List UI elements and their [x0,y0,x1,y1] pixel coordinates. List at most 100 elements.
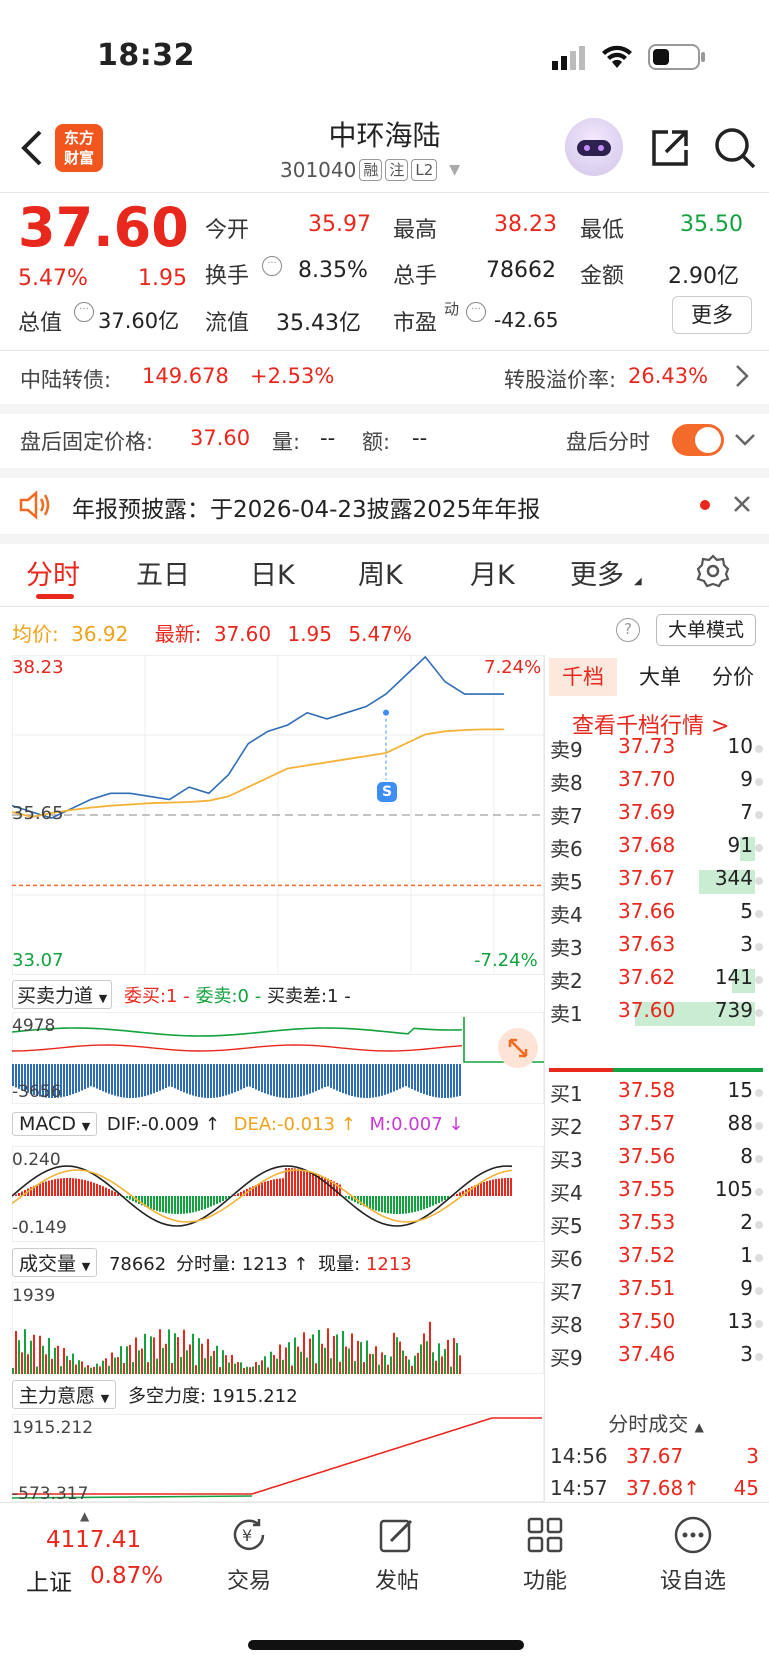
convertible-bond-row[interactable]: 中陆转债: 149.678 +2.53% 转股溢价率: 26.43% [0,350,769,404]
tab-weekly-k[interactable]: 周K [358,560,403,591]
afterhours-row: 盘后固定价格: 37.60 量: -- 额: -- 盘后分时 [0,414,769,468]
ask-row[interactable]: 卖9 37.73 10 [548,734,763,767]
tab-daily-k[interactable]: 日K [250,560,295,591]
bid-row[interactable]: 买2 37.57 88 [548,1111,763,1144]
more-button[interactable]: 更多 [672,296,752,334]
macd-dropdown[interactable]: MACD ▼ [12,1112,98,1136]
macd-bar [423,1196,425,1210]
tab-monthly-k[interactable]: 月K [470,560,515,591]
volume-bar [207,1339,209,1374]
status-dot [755,1287,763,1295]
macd-bar [183,1196,185,1214]
bid-row[interactable]: 买6 37.52 1 [548,1243,763,1276]
info-icon[interactable]: ··· [466,302,486,322]
force-bar [24,1064,26,1092]
level-label: 卖2 [550,969,583,993]
force-bar [399,1064,401,1089]
macd-bar [177,1196,179,1214]
bid-row[interactable]: 买7 37.51 9 [548,1276,763,1309]
notice-text: 年报预披露：于2026-04-23披露2025年年报 [72,497,541,523]
macd-dea: DEA:-0.013 ↑ [233,1114,356,1135]
volume-bar [357,1340,359,1374]
macd-bar [276,1178,278,1196]
svg-text:¥: ¥ [242,1526,252,1545]
volume-bar [72,1353,74,1374]
volume-bar [234,1363,236,1374]
depth-link[interactable]: 查看千档行情 > [572,714,730,739]
bid-row[interactable]: 买8 37.50 13 [548,1309,763,1342]
close-icon[interactable] [732,494,752,518]
index-value[interactable]: 4117.41 [46,1527,142,1553]
timeshare-chart[interactable] [12,655,544,975]
low-label: 最低 [580,218,625,243]
volume-bar [321,1343,323,1374]
bid-row[interactable]: 买4 37.55 105 [548,1177,763,1210]
nav-post[interactable]: 发帖 [342,1515,452,1595]
tab-timeshare[interactable]: 分时 [26,560,80,591]
force-bar [276,1064,278,1097]
force-bar [51,1064,53,1098]
nav-watchlist[interactable]: 设自选 [638,1515,748,1595]
volume-bar [105,1358,107,1374]
ask-row[interactable]: 卖6 37.68 91 [548,833,763,866]
bid-row[interactable]: 买9 37.46 3 [548,1342,763,1375]
chevron-down-icon[interactable] [734,432,756,451]
assistant-avatar[interactable] [565,118,623,176]
main-force-dropdown[interactable]: 主力意愿 ▼ [12,1380,117,1409]
macd-bar [336,1182,338,1196]
force-bar [393,1064,395,1092]
macd-bar [216,1196,218,1204]
macd-bar [429,1196,431,1207]
side-tab-price[interactable]: 分价 [712,665,754,689]
volume-bar [294,1337,296,1374]
trade-row: 14:57 37.68↑ 45 [548,1476,763,1509]
info-icon[interactable]: ··· [74,302,94,322]
nav-trade[interactable]: ¥ 交易 [194,1515,304,1595]
help-icon[interactable]: ? [616,618,640,642]
bid-row[interactable]: 买5 37.53 2 [548,1210,763,1243]
volume-bar [216,1345,218,1374]
force-bar [183,1064,185,1093]
tab-five-day[interactable]: 五日 [136,560,190,591]
force-bar [216,1064,218,1098]
volume-bar [201,1343,203,1374]
force-dropdown[interactable]: 买卖力道 ▼ [12,980,113,1009]
expand-icon[interactable] [498,1028,538,1068]
gear-icon[interactable] [696,554,730,592]
event-marker[interactable]: S [377,782,397,802]
side-tab-big-order[interactable]: 大单 [639,665,681,689]
ask-row[interactable]: 卖7 37.69 7 [548,800,763,833]
ask-row[interactable]: 卖4 37.66 5 [548,899,763,932]
level-label: 卖7 [550,804,583,828]
tab-more[interactable]: 更多 [570,560,624,591]
afterhours-toggle[interactable] [672,424,724,456]
ask-row[interactable]: 卖2 37.62 141 [548,965,763,998]
side-tab-depth[interactable]: 千档 [549,658,617,696]
ask-row[interactable]: 卖3 37.63 3 [548,932,763,965]
info-icon[interactable]: ··· [262,256,282,276]
volume-bar [267,1367,269,1374]
bid-row[interactable]: 买3 37.56 8 [548,1144,763,1177]
bid-row[interactable]: 买1 37.58 15 [548,1078,763,1111]
ask-row[interactable]: 卖1 37.60 739 [548,998,763,1031]
notice-bar[interactable]: 年报预披露：于2026-04-23披露2025年年报 [0,478,769,534]
search-icon[interactable] [713,126,757,174]
macd-bar [93,1182,95,1196]
macd-bar [351,1196,353,1201]
ask-row[interactable]: 卖8 37.70 9 [548,767,763,800]
macd-bar [339,1184,341,1196]
trade-icon: ¥ [229,1515,269,1555]
share-icon[interactable] [648,126,692,174]
back-icon[interactable] [18,128,46,172]
nav-functions[interactable]: 功能 [490,1515,600,1595]
stock-code-line[interactable]: 301040 融 注 L2 ▼ [280,158,460,182]
ask-row[interactable]: 卖5 37.67 344 [548,866,763,899]
bottom-nav: ▲ 4117.41 上证 0.87% ¥ 交易 发帖 功能 设自选 [0,1505,769,1615]
volume-dropdown[interactable]: 成交量 ▼ [12,1248,98,1277]
big-order-mode-button[interactable]: 大单模式 [656,614,756,646]
home-indicator[interactable] [248,1640,524,1650]
force-bar [45,1064,47,1098]
force-bar [156,1064,158,1092]
volume-bar [429,1321,431,1374]
trades-title[interactable]: 分时成交 ▲ [608,1412,704,1436]
